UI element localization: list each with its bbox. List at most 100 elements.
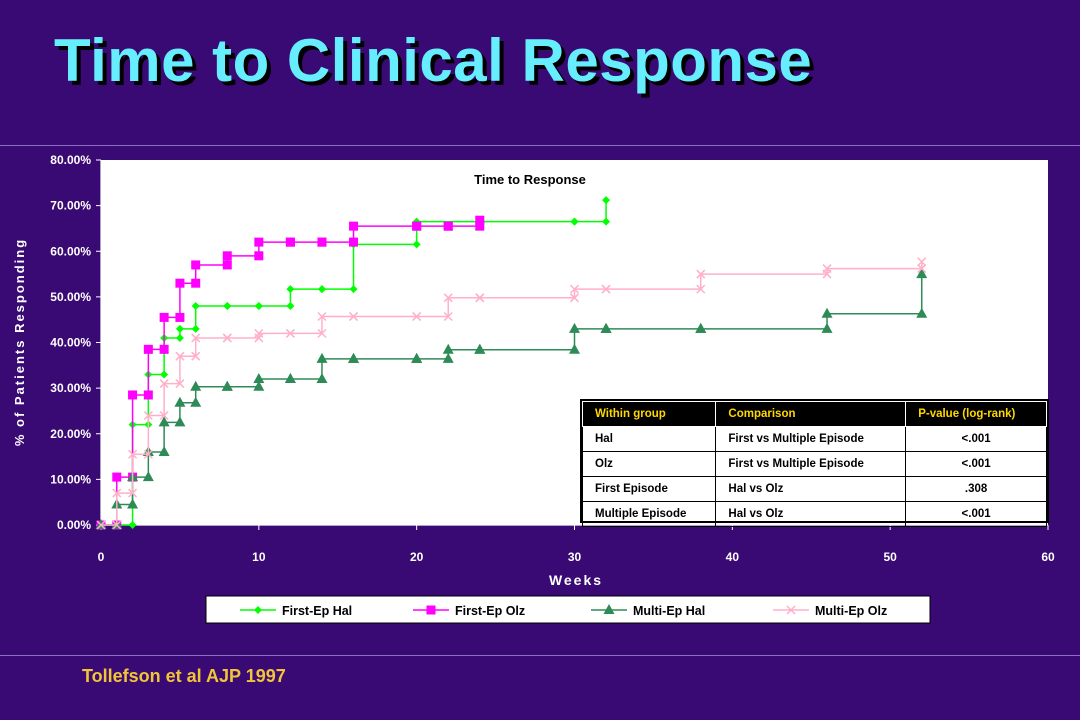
legend-label: Multi-Ep Olz <box>815 604 887 618</box>
x-tick-label: 0 <box>98 550 105 564</box>
data-point-multi-ep-olz <box>317 311 327 322</box>
data-point-multi-ep-olz <box>112 520 122 530</box>
data-point-multi-ep-olz <box>112 488 122 498</box>
data-point-multi-ep-hal <box>474 343 486 354</box>
data-point-first-ep-olz <box>254 237 264 247</box>
data-point-multi-ep-hal <box>284 373 296 383</box>
series-multi-ep-hal <box>95 268 928 529</box>
cell-pvalue: <.001 <box>905 426 1047 452</box>
y-tick-label: 80.00% <box>50 153 91 167</box>
data-point-multi-ep-olz <box>143 449 153 459</box>
data-point-multi-ep-hal <box>174 416 186 427</box>
y-tick-label: 30.00% <box>50 381 91 395</box>
data-point-multi-ep-hal <box>174 396 186 407</box>
data-point-first-ep-olz <box>143 390 153 400</box>
data-point-first-ep-olz <box>191 260 201 270</box>
data-point-first-ep-olz <box>285 237 295 247</box>
data-point-first-ep-olz <box>349 221 359 231</box>
data-point-first-ep-olz <box>475 215 485 225</box>
data-point-first-ep-olz <box>317 237 327 247</box>
data-point-first-ep-olz <box>175 278 185 288</box>
legend-box <box>205 595 931 624</box>
data-point-first-ep-hal <box>286 302 295 310</box>
y-tick-label: 10.00% <box>50 472 91 486</box>
legend-marker <box>254 606 262 614</box>
data-point-multi-ep-hal <box>142 471 154 482</box>
data-point-multi-ep-hal <box>600 322 612 333</box>
table-row: Olz First vs Multiple Episode <.001 <box>581 451 1047 477</box>
data-point-multi-ep-hal <box>316 352 328 363</box>
cell-comparison: First vs Multiple Episode <box>715 451 907 477</box>
data-point-multi-ep-olz <box>696 284 706 294</box>
data-point-multi-ep-hal <box>190 396 202 407</box>
legend-label: Multi-Ep Hal <box>633 604 705 618</box>
data-point-multi-ep-olz <box>822 264 832 274</box>
legend-label: First-Ep Olz <box>455 604 525 618</box>
legend-marker <box>603 604 615 614</box>
top-divider <box>0 145 1080 146</box>
data-point-first-ep-hal <box>191 324 200 333</box>
data-point-first-ep-hal <box>175 324 184 333</box>
table-row: Multiple Episode Hal vs Olz <.001 <box>581 501 1047 527</box>
series-first-ep-hal <box>97 196 611 529</box>
legend-marker <box>426 605 436 615</box>
cell-pvalue: <.001 <box>905 501 1047 527</box>
data-point-multi-ep-hal <box>411 352 423 363</box>
data-point-multi-ep-olz <box>443 311 453 322</box>
data-point-multi-ep-olz <box>175 379 185 389</box>
data-point-first-ep-hal <box>223 302 232 310</box>
data-point-multi-ep-olz <box>349 311 359 322</box>
x-tick-label: 10 <box>252 550 266 564</box>
table-header-row: Within group Comparison P-value (log-ran… <box>581 401 1047 427</box>
data-point-first-ep-hal <box>412 240 421 249</box>
table-row: Hal First vs Multiple Episode <.001 <box>581 426 1047 452</box>
data-point-first-ep-olz <box>222 260 232 270</box>
y-tick-label: 40.00% <box>50 336 91 350</box>
data-point-multi-ep-hal <box>127 498 139 509</box>
data-point-multi-ep-hal <box>221 380 233 391</box>
data-point-first-ep-hal <box>602 217 611 226</box>
legend-item-multi-ep-hal: Multi-Ep Hal <box>591 604 705 618</box>
data-point-multi-ep-hal <box>158 446 170 456</box>
data-point-multi-ep-olz <box>128 488 138 498</box>
data-point-multi-ep-olz <box>696 269 706 279</box>
data-point-first-ep-hal <box>317 285 326 294</box>
x-tick-label: 50 <box>883 550 897 564</box>
data-point-multi-ep-hal <box>695 322 707 333</box>
data-point-multi-ep-hal <box>821 307 833 318</box>
data-point-multi-ep-olz <box>143 410 153 421</box>
slide-title: Time to Clinical Response <box>54 27 813 94</box>
data-point-multi-ep-hal <box>442 352 454 363</box>
data-point-first-ep-olz <box>222 251 232 261</box>
y-tick-label: 60.00% <box>50 244 91 258</box>
data-point-multi-ep-hal <box>821 322 833 333</box>
data-point-multi-ep-olz <box>191 333 201 343</box>
data-point-first-ep-olz <box>443 221 453 231</box>
data-point-first-ep-hal <box>128 521 137 529</box>
data-point-multi-ep-olz <box>159 379 169 389</box>
data-point-first-ep-olz <box>128 390 138 400</box>
cell-comparison: Hal vs Olz <box>715 476 907 502</box>
data-point-multi-ep-hal <box>316 373 328 383</box>
data-point-first-ep-hal <box>602 196 611 205</box>
data-point-multi-ep-olz <box>254 328 264 338</box>
data-point-multi-ep-olz <box>191 351 201 361</box>
axes: 0.00% 10.00% 20.00% 30.00% 40.00% 50.00% 60.00… <box>50 153 1055 564</box>
data-point-multi-ep-olz <box>917 257 927 267</box>
legend: First-Ep Hal First-Ep Olz Multi-Ep Hal Mult… <box>240 604 887 618</box>
series-layer <box>95 196 928 530</box>
y-axis-label: % of Patients Responding <box>12 238 27 446</box>
citation: Tollefson et al AJP 1997 <box>82 666 286 686</box>
data-point-multi-ep-olz <box>96 520 106 530</box>
data-point-multi-ep-hal <box>442 343 454 354</box>
cell-pvalue: .308 <box>905 476 1047 502</box>
data-point-multi-ep-hal <box>916 268 928 279</box>
data-point-multi-ep-hal <box>158 416 170 427</box>
data-point-multi-ep-olz <box>285 328 295 338</box>
data-point-multi-ep-hal <box>916 307 928 318</box>
data-point-first-ep-hal <box>160 370 169 379</box>
data-point-multi-ep-olz <box>443 293 453 303</box>
x-tick-label: 20 <box>410 550 424 564</box>
data-point-multi-ep-olz <box>128 449 138 459</box>
